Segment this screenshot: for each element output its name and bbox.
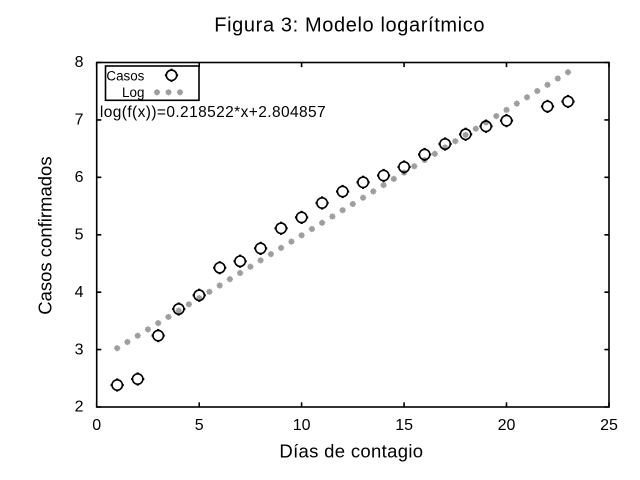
svg-text:8: 8 bbox=[75, 54, 84, 71]
svg-text:2: 2 bbox=[75, 399, 84, 416]
svg-text:7: 7 bbox=[75, 112, 84, 129]
svg-text:Días de contagio: Días de contagio bbox=[279, 441, 423, 462]
svg-text:Casos: Casos bbox=[106, 68, 144, 83]
svg-text:0: 0 bbox=[92, 417, 101, 434]
svg-text:20: 20 bbox=[498, 417, 516, 434]
svg-text:Figura 3: Modelo logarítmico: Figura 3: Modelo logarítmico bbox=[214, 15, 485, 37]
svg-text:6: 6 bbox=[75, 169, 84, 186]
svg-text:10: 10 bbox=[293, 417, 311, 434]
svg-text:Casos confirmados: Casos confirmados bbox=[35, 156, 56, 314]
svg-text:Log: Log bbox=[122, 85, 144, 100]
svg-text:5: 5 bbox=[75, 226, 84, 243]
svg-text:4: 4 bbox=[75, 284, 84, 301]
svg-text:log(f(x))=0.218522*x+2.804857: log(f(x))=0.218522*x+2.804857 bbox=[100, 104, 326, 121]
svg-text:25: 25 bbox=[600, 417, 618, 434]
svg-text:15: 15 bbox=[395, 417, 413, 434]
svg-text:5: 5 bbox=[195, 417, 204, 434]
svg-text:3: 3 bbox=[75, 341, 84, 358]
